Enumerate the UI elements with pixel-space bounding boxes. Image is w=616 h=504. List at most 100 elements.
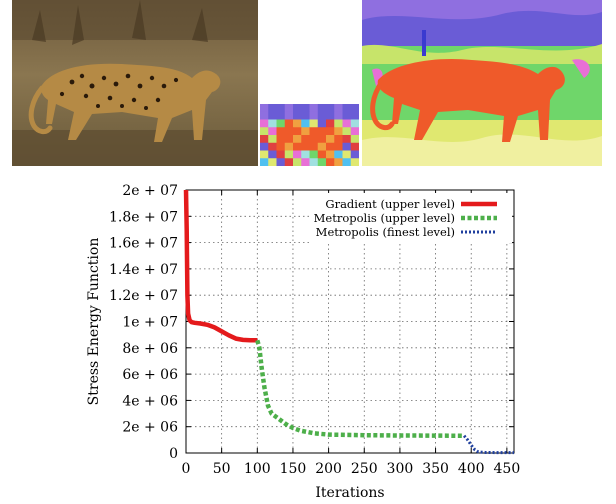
coarse-grid-cell — [301, 135, 310, 144]
x-tick-label: 0 — [182, 461, 191, 477]
coarse-grid-cell — [293, 119, 302, 128]
coarse-grid-cell — [301, 158, 310, 166]
legend: Gradient (upper level) Metropolis (upper… — [312, 193, 512, 243]
coarse-grid-cell — [284, 150, 294, 159]
coarse-grid-cell — [284, 111, 294, 120]
coarse-grid-cell — [301, 104, 310, 113]
coarse-grid-cell — [342, 135, 352, 144]
coarse-grid-cell — [350, 150, 359, 159]
coarse-grid-cell — [268, 111, 277, 120]
coarse-grid-cell — [334, 135, 343, 144]
coarse-grid-cell — [317, 142, 327, 151]
coarse-grid-cell — [334, 142, 343, 151]
coarse-grid-cell — [260, 142, 269, 151]
x-tick-label: 450 — [494, 461, 521, 477]
fine-segmentation-image — [362, 0, 602, 166]
coarse-grid-cell — [276, 111, 286, 120]
coarse-grid-cell — [350, 135, 359, 144]
coarse-grid-cell — [326, 111, 335, 120]
coarse-grid-cell — [334, 119, 343, 128]
x-axis-title: Iterations — [315, 485, 384, 501]
coarse-grid-cell — [317, 127, 327, 136]
coarse-grid-cell — [284, 104, 294, 113]
coarse-grid-cell — [260, 158, 269, 166]
coarse-grid-cell — [309, 158, 319, 166]
y-tick-label: 2e + 07 — [122, 183, 178, 199]
coarse-grid-cell — [317, 150, 327, 159]
y-tick-label: 1e + 07 — [122, 315, 178, 331]
coarse-grid-cell — [301, 127, 310, 136]
coarse-grid-cell — [284, 135, 294, 144]
coarse-grid-cell — [317, 111, 327, 120]
coarse-grid-cell — [326, 104, 335, 113]
series-metropolis-upper-line — [255, 339, 465, 439]
coarse-grid-cell — [293, 158, 302, 166]
coarse-grid-cell — [260, 111, 269, 120]
coarse-grid-cell — [334, 104, 343, 113]
stress-energy-chart: 0 50 100 150 200 250 300 350 400 450 0 2e + 06 4e + … — [86, 183, 520, 501]
coarse-grid-cell — [268, 158, 277, 166]
coarse-grid-cell — [309, 135, 319, 144]
coarse-grid-cell — [334, 150, 343, 159]
legend-background — [312, 193, 512, 243]
y-tick-label: 0 — [169, 446, 178, 462]
coarse-grid-cell — [342, 150, 352, 159]
coarse-grid-cell — [317, 119, 327, 128]
coarse-grid-cell — [350, 142, 359, 151]
y-axis-title: Stress Energy Function — [86, 238, 102, 406]
fine-segmentation-map — [362, 0, 602, 166]
coarse-grid-image — [260, 104, 359, 166]
coarse-grid-cell — [342, 158, 352, 166]
coarse-grid-cell — [326, 150, 335, 159]
coarse-grid-cell — [276, 158, 286, 166]
coarse-grid-cell — [276, 119, 286, 128]
coarse-grid-cell — [350, 119, 359, 128]
coarse-grid-cell — [309, 111, 319, 120]
coarse-grid-cell — [326, 119, 335, 128]
coarse-grid-cell — [293, 150, 302, 159]
coarse-grid-cell — [260, 150, 269, 159]
coarse-segmentation-grid — [260, 104, 359, 166]
series-lines — [183, 189, 514, 455]
coarse-grid-cell — [268, 135, 277, 144]
coarse-grid-cell — [334, 127, 343, 136]
y-tick-label: 1.6e + 07 — [109, 236, 178, 252]
coarse-grid-cell — [276, 127, 286, 136]
coarse-grid-cell — [342, 104, 352, 113]
coarse-grid-cell — [350, 158, 359, 166]
leopard-photo-image — [12, 0, 258, 166]
coarse-grid-cell — [293, 111, 302, 120]
coarse-grid-cell — [309, 119, 319, 128]
coarse-grid-cell — [276, 150, 286, 159]
coarse-grid-cell — [293, 142, 302, 151]
coarse-grid-cell — [268, 127, 277, 136]
coarse-grid-cell — [342, 111, 352, 120]
axis-ticks: 0 50 100 150 200 250 300 350 400 450 0 2e + 06 4e + … — [109, 183, 520, 477]
coarse-grid-cell — [317, 104, 327, 113]
coarse-grid-cell — [284, 119, 294, 128]
coarse-grid-cell — [284, 142, 294, 151]
x-tick-label: 50 — [213, 461, 231, 477]
y-tick-label: 1.4e + 07 — [109, 262, 178, 278]
coarse-grid-cell — [284, 158, 294, 166]
coarse-grid-cell — [309, 142, 319, 151]
coarse-grid-cell — [301, 119, 310, 128]
coarse-grid-cell — [334, 111, 343, 120]
coarse-grid-cell — [293, 127, 302, 136]
coarse-grid-cell — [350, 104, 359, 113]
coarse-grid-cell — [326, 158, 335, 166]
coarse-grid-cell — [326, 142, 335, 151]
coarse-grid-cell — [350, 127, 359, 136]
coarse-grid-cell — [268, 119, 277, 128]
y-tick-label: 1.2e + 07 — [109, 288, 178, 304]
x-tick-label: 400 — [458, 461, 485, 477]
coarse-grid-cell — [309, 127, 319, 136]
y-tick-label: 4e + 06 — [122, 393, 178, 409]
y-tick-label: 6e + 06 — [122, 367, 178, 383]
x-tick-label: 350 — [422, 461, 449, 477]
x-tick-label: 150 — [280, 461, 307, 477]
x-tick-label: 250 — [351, 461, 378, 477]
coarse-grid-cell — [293, 104, 302, 113]
coarse-grid-cell — [317, 135, 327, 144]
coarse-grid-cell — [317, 158, 327, 166]
